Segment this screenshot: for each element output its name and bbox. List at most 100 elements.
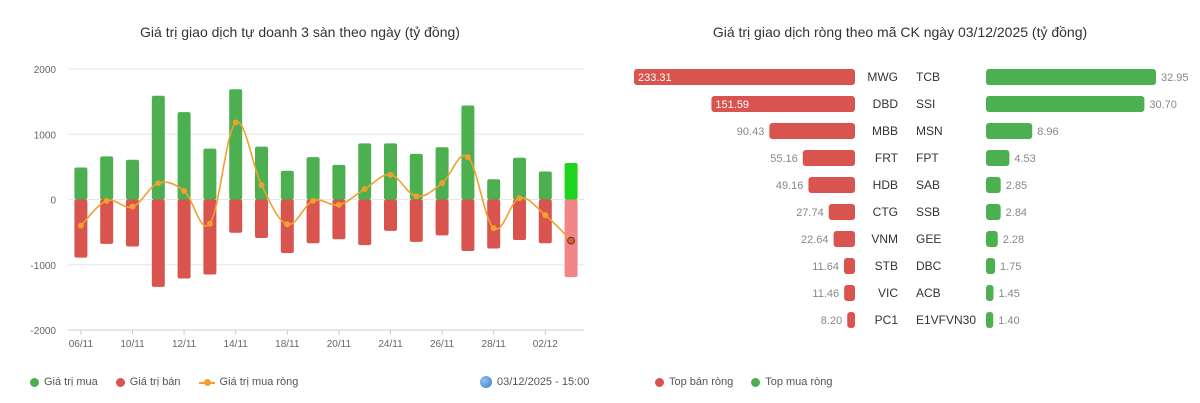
net-point xyxy=(335,201,342,208)
globe-icon xyxy=(480,376,492,388)
net-line-icon xyxy=(198,378,215,387)
x-tick-label: 10/11 xyxy=(120,339,145,350)
x-tick-label: 28/11 xyxy=(482,339,507,350)
buy-bar xyxy=(986,285,994,301)
buy-value-label: 1.75 xyxy=(1000,261,1021,273)
sell-ticker-label: VNM xyxy=(871,232,898,246)
buy-value-label: 1.40 xyxy=(998,315,1019,327)
net-point xyxy=(490,225,497,232)
net-line xyxy=(80,121,572,242)
top-sell-dot-icon xyxy=(655,377,664,387)
x-tick-label: 12/11 xyxy=(172,339,197,350)
sell-bar xyxy=(126,199,139,247)
sell-bar xyxy=(229,199,243,233)
y-tick-label: 0 xyxy=(50,196,56,207)
sell-value-label: 11.64 xyxy=(812,261,839,273)
sell-ticker-label: MWG xyxy=(867,70,898,84)
buy-bar xyxy=(513,157,526,200)
buy-bar xyxy=(74,167,88,200)
buy-bar xyxy=(384,143,397,200)
buy-ticker-label: TCB xyxy=(916,70,940,84)
net-point xyxy=(181,188,188,195)
net-point xyxy=(129,203,136,210)
daily-trading-chart: 2000 1000 0 -1000 -2000 06/11 10/11 12/11 14/11 1… xyxy=(30,65,584,350)
buy-bar xyxy=(151,95,165,200)
y-tick-label: 1000 xyxy=(34,130,57,141)
x-tick-label: 18/11 xyxy=(275,339,300,350)
buy-bar xyxy=(435,147,449,200)
x-tick-label: 20/11 xyxy=(327,339,352,350)
buy-value-label: 8.96 xyxy=(1037,126,1058,138)
sell-bar xyxy=(151,199,165,287)
buy-bar xyxy=(177,112,191,200)
sell-value-label: 8.20 xyxy=(821,315,842,327)
right-chart-legend: Top bán ròng Top mua ròng xyxy=(655,376,850,388)
legend-top-sell-label: Top bán ròng xyxy=(669,376,734,388)
buy-bar xyxy=(986,204,1001,220)
sell-bar xyxy=(513,199,526,240)
buy-bar xyxy=(986,123,1033,139)
legend-item-net[interactable]: Giá trị mua ròng xyxy=(198,376,299,388)
buy-ticker-label: MSN xyxy=(916,124,943,138)
top-buy-dot-icon xyxy=(751,377,761,387)
buy-value-label: 4.53 xyxy=(1014,153,1035,165)
sell-bar xyxy=(711,96,855,112)
buy-ticker-label: SAB xyxy=(916,178,940,192)
buy-bar xyxy=(255,146,268,200)
legend-item-buy[interactable]: Giá trị mua xyxy=(30,376,98,388)
x-tick-label: 24/11 xyxy=(378,339,403,350)
legend-sell-label: Giá trị bán xyxy=(129,376,181,388)
buy-ticker-label: ACB xyxy=(916,286,941,300)
sell-bar xyxy=(306,199,320,244)
sell-ticker-label: DBD xyxy=(873,97,899,111)
sell-value-label: 233.31 xyxy=(638,72,672,84)
buy-bar xyxy=(538,171,552,200)
y-tick-label: 2000 xyxy=(34,65,57,76)
legend-net-label: Giá trị mua ròng xyxy=(219,376,299,388)
sell-bar xyxy=(802,150,855,166)
buy-bar xyxy=(986,177,1001,193)
net-point xyxy=(516,195,523,202)
sell-value-label: 49.16 xyxy=(776,180,804,192)
sell-value-label: 11.46 xyxy=(812,288,839,300)
sell-dot-icon xyxy=(115,377,125,387)
left-chart-title: Giá trị giao dịch tự doanh 3 sàn theo ng… xyxy=(140,24,460,40)
net-point xyxy=(387,171,394,178)
x-tick-label: 02/12 xyxy=(533,339,558,350)
buy-dot-icon xyxy=(30,377,39,387)
sell-bar xyxy=(177,199,191,279)
buy-bar xyxy=(986,258,996,274)
sell-bar xyxy=(808,177,855,193)
buy-bar xyxy=(203,148,217,200)
net-point xyxy=(284,221,291,228)
buy-bar xyxy=(986,231,998,247)
buy-bar xyxy=(986,96,1145,112)
buy-value-label: 30.70 xyxy=(1149,99,1177,111)
net-point xyxy=(413,193,420,200)
buy-value-label: 2.28 xyxy=(1003,234,1024,246)
buy-ticker-label: SSI xyxy=(916,97,935,111)
sell-bar xyxy=(332,199,346,240)
sell-ticker-label: FRT xyxy=(875,151,899,165)
buy-bar xyxy=(986,69,1156,85)
buy-bar xyxy=(229,89,243,200)
sell-bar xyxy=(461,199,475,252)
legend-item-sell[interactable]: Giá trị bán xyxy=(115,376,181,388)
sell-bar xyxy=(843,258,855,274)
sell-bar xyxy=(538,199,552,244)
legend-item-top-buy[interactable]: Top mua ròng xyxy=(751,376,832,388)
buy-value-label: 1.45 xyxy=(998,288,1019,300)
net-point xyxy=(232,119,239,126)
buy-bar xyxy=(986,150,1010,166)
daily-proprietary-trading-panel: Giá trị giao dịch tự doanh 3 sàn theo ng… xyxy=(30,24,590,388)
net-point xyxy=(206,220,213,227)
sell-ticker-label: VIC xyxy=(878,286,898,300)
net-point xyxy=(542,212,549,219)
x-tick-label: 06/11 xyxy=(69,339,94,350)
legend-item-top-sell[interactable]: Top bán ròng xyxy=(655,376,733,388)
sell-ticker-label: HDB xyxy=(873,178,898,192)
sell-value-label: 151.59 xyxy=(715,99,749,111)
timestamp-text: 03/12/2025 - 15:00 xyxy=(497,376,590,388)
y-tick-label: -1000 xyxy=(30,261,56,272)
x-tick-label: 14/11 xyxy=(224,339,249,350)
